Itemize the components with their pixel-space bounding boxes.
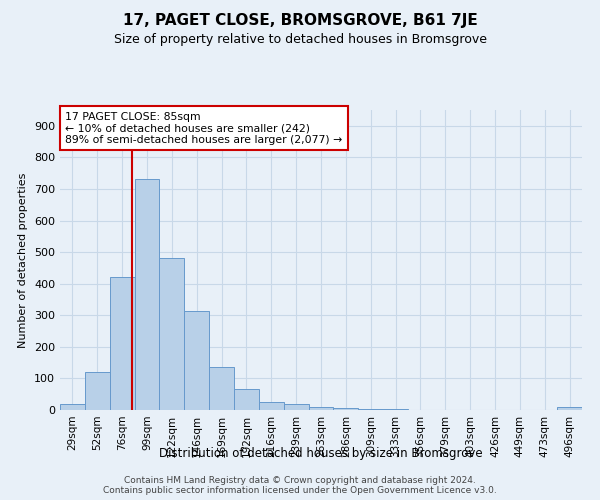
Text: Contains HM Land Registry data © Crown copyright and database right 2024.
Contai: Contains HM Land Registry data © Crown c… (103, 476, 497, 495)
Bar (184, 310, 209, 410)
Bar (308, 407, 334, 410)
Bar (358, 409, 383, 410)
Bar (134, 180, 160, 410)
Bar (284, 404, 308, 410)
Bar (60, 404, 85, 410)
Bar (160, 258, 184, 410)
Y-axis label: Number of detached properties: Number of detached properties (19, 172, 28, 348)
Bar (110, 278, 134, 410)
Text: Size of property relative to detached houses in Bromsgrove: Size of property relative to detached ho… (113, 32, 487, 46)
Bar (209, 368, 234, 410)
Bar (234, 389, 259, 410)
Text: 17 PAGET CLOSE: 85sqm
← 10% of detached houses are smaller (242)
89% of semi-det: 17 PAGET CLOSE: 85sqm ← 10% of detached … (65, 112, 343, 144)
Bar (85, 372, 110, 410)
Text: Distribution of detached houses by size in Bromsgrove: Distribution of detached houses by size … (159, 448, 483, 460)
Bar (557, 408, 582, 410)
Bar (259, 402, 284, 410)
Bar (334, 408, 358, 410)
Text: 17, PAGET CLOSE, BROMSGROVE, B61 7JE: 17, PAGET CLOSE, BROMSGROVE, B61 7JE (122, 12, 478, 28)
